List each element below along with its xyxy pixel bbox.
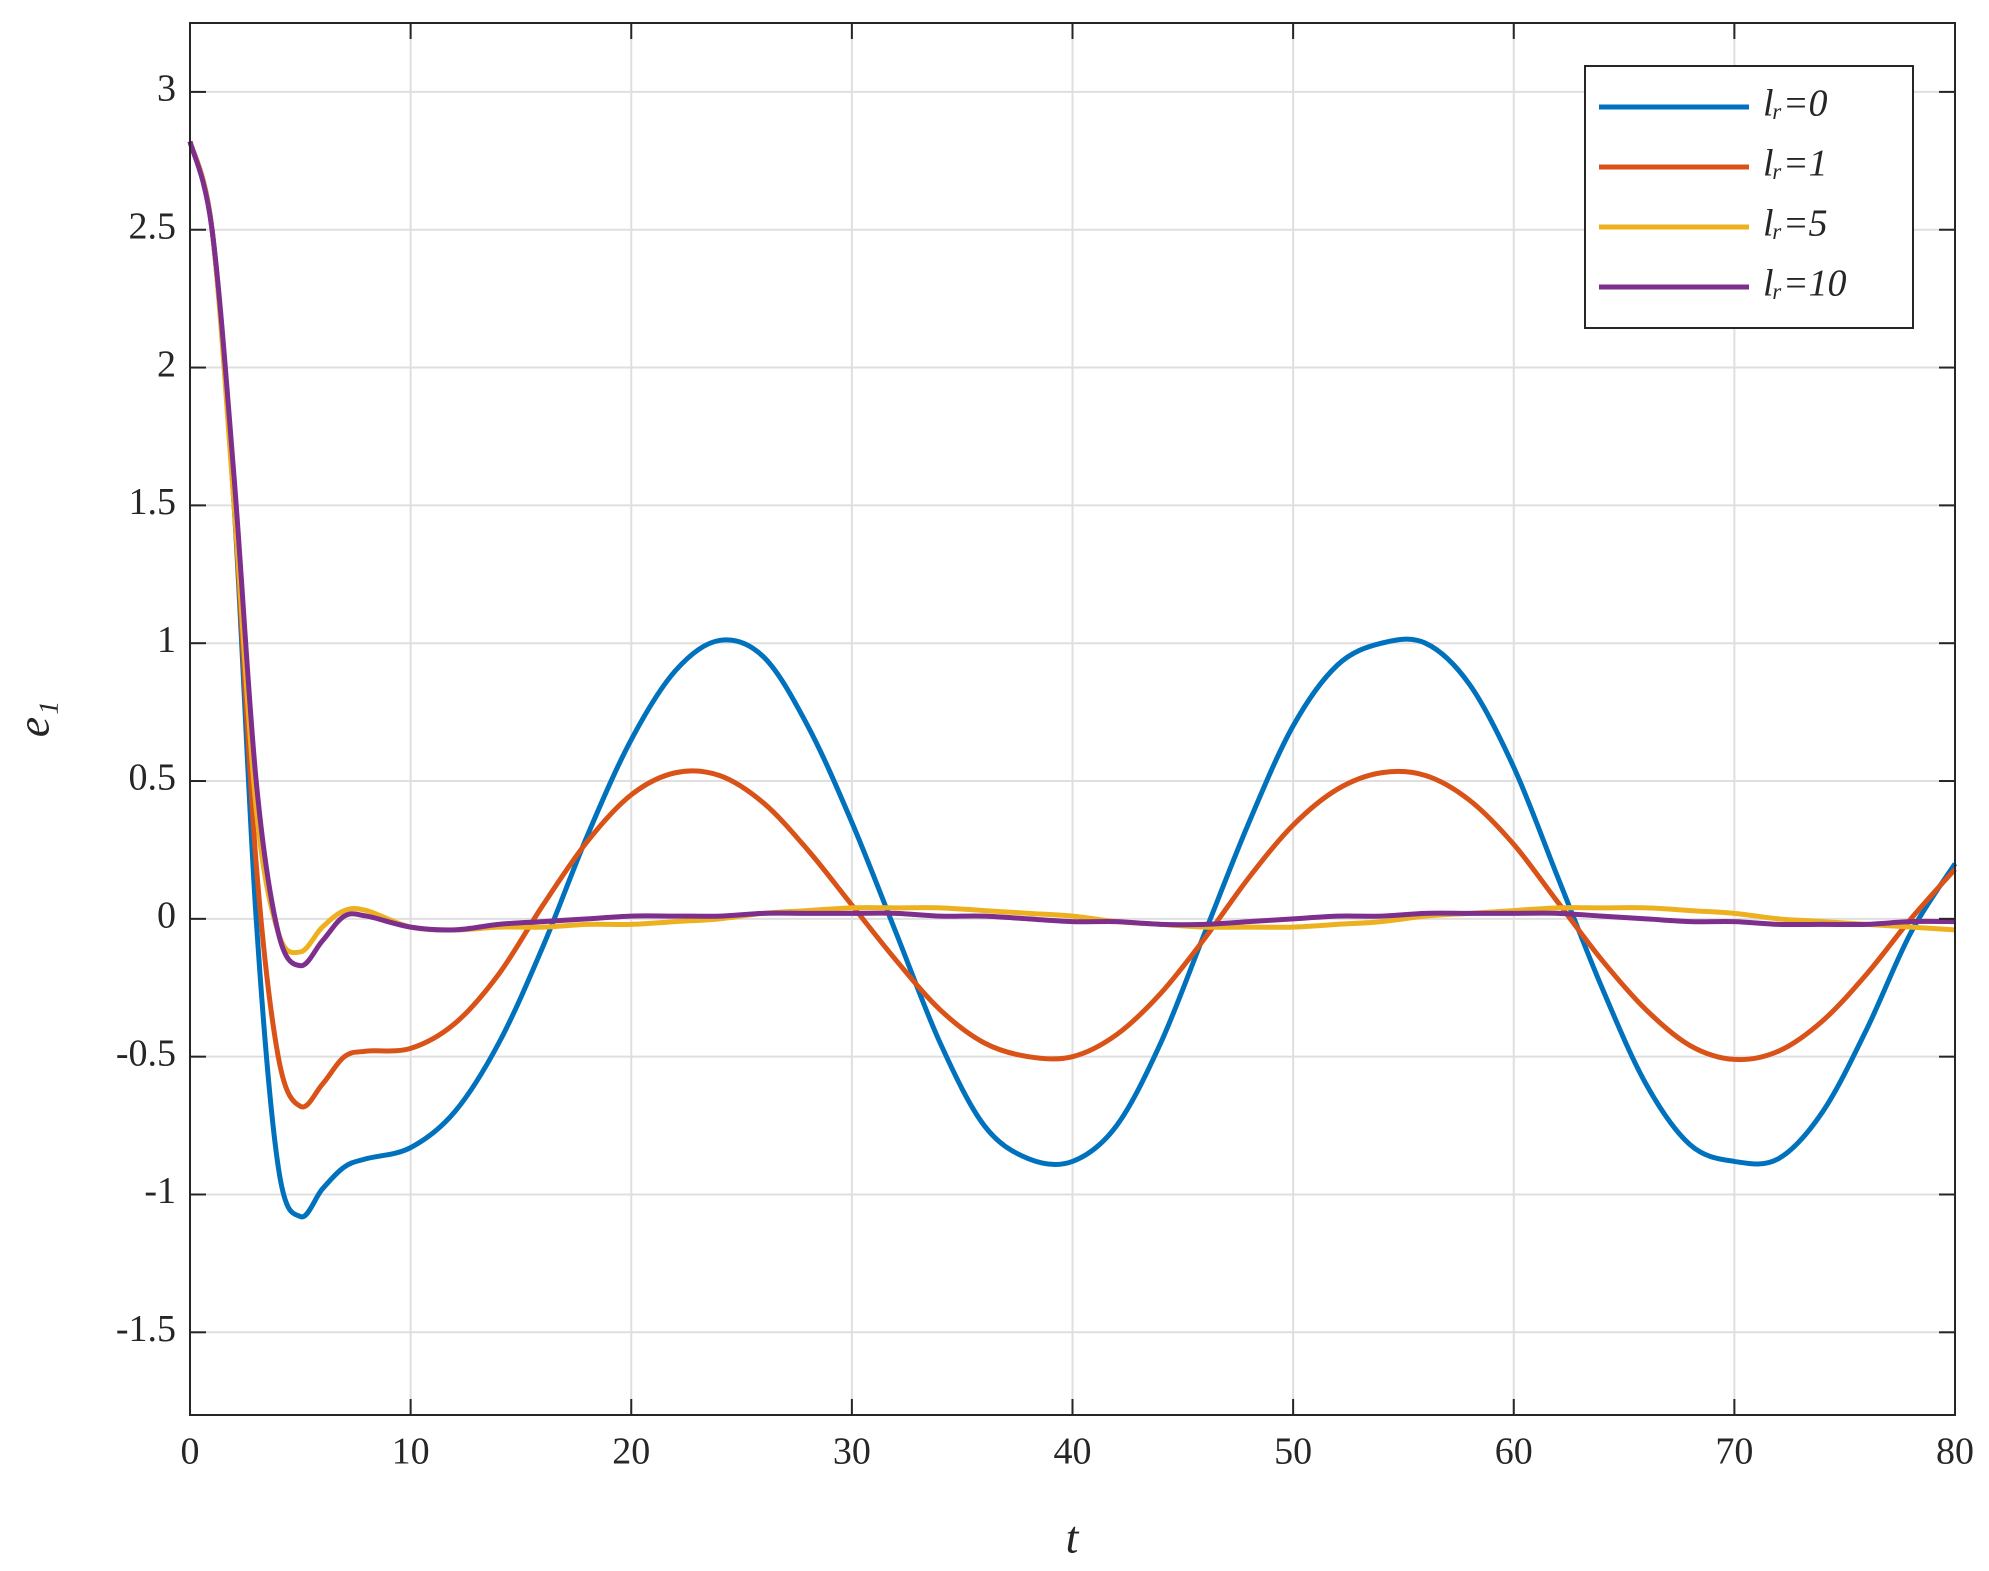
x-tick-label: 40 bbox=[1054, 1431, 1092, 1473]
legend: lᵣ=0 lᵣ=1 lᵣ=5 lᵣ=10 bbox=[1584, 65, 1914, 329]
x-tick-label: 20 bbox=[612, 1431, 650, 1473]
series-line bbox=[187, 140, 1956, 969]
x-tick-label: 10 bbox=[392, 1431, 430, 1473]
x-tick-label: 50 bbox=[1274, 1431, 1312, 1473]
x-tick-label: 70 bbox=[1715, 1431, 1753, 1473]
y-tick-label: -1.5 bbox=[116, 1308, 176, 1350]
y-tick-label: 1 bbox=[157, 619, 176, 661]
y-tick-label: 2 bbox=[157, 343, 176, 385]
x-tick-label: 30 bbox=[833, 1431, 871, 1473]
series-line bbox=[187, 140, 1957, 1110]
y-tick-label: 1.5 bbox=[129, 481, 177, 523]
y-tick-label: -1 bbox=[144, 1170, 176, 1212]
legend-box bbox=[1584, 65, 1914, 329]
y-tick-label: 2.5 bbox=[129, 205, 177, 247]
ticks: 0 10 20 30 40 50 60 70 80 -1.5 -1 -0.5 0 0.5 1 1.5 2 2.5 3 bbox=[116, 23, 1974, 1473]
legend-label: lᵣ=5 bbox=[1763, 203, 1828, 245]
lines bbox=[187, 140, 1958, 1220]
series-line bbox=[187, 140, 1958, 1220]
y-axis-label: e₁ bbox=[8, 701, 59, 737]
legend-label: lᵣ=1 bbox=[1763, 143, 1828, 185]
series-line bbox=[187, 140, 1956, 956]
x-tick-label: 0 bbox=[181, 1431, 200, 1473]
y-tick-label: 0.5 bbox=[129, 757, 177, 799]
x-axis-label: t bbox=[1066, 1512, 1080, 1563]
x-tick-label: 80 bbox=[1936, 1431, 1974, 1473]
legend-label: lᵣ=10 bbox=[1763, 263, 1847, 305]
y-tick-label: -0.5 bbox=[116, 1032, 176, 1074]
y-tick-label: 0 bbox=[157, 895, 176, 937]
y-tick-label: 3 bbox=[157, 68, 176, 110]
x-tick-label: 60 bbox=[1495, 1431, 1533, 1473]
legend-label: lᵣ=0 bbox=[1763, 83, 1828, 125]
